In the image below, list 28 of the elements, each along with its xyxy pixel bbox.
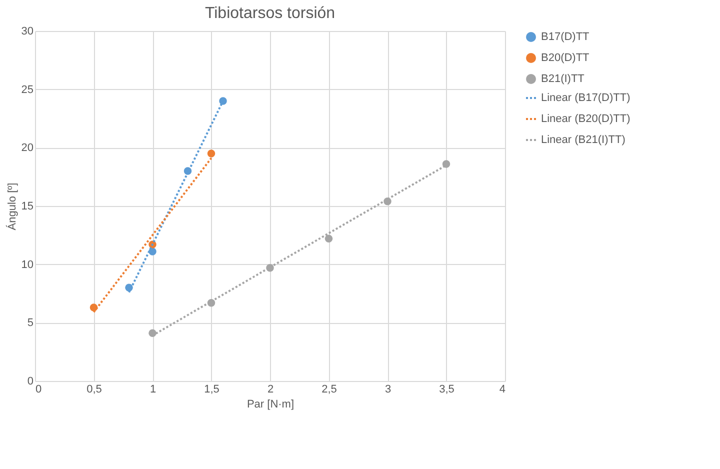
chart-title: Tibiotarsos torsión [204,5,336,22]
legend-label: B20(D)TT [541,52,590,64]
x-tick-label: 1 [150,384,156,396]
point [324,234,333,243]
x-tick-label: 3,5 [439,384,454,396]
x-tick-label: 2 [267,384,274,396]
y-tick-label: 0 [27,376,34,388]
x-tick-label: 2,5 [322,384,337,396]
legend-label: Linear (B20(D)TT) [541,113,630,125]
y-tick-label: 10 [21,258,34,271]
x-tick-label: 4 [499,384,506,396]
legend-label: Linear (B21(I)TT) [541,134,626,146]
legend-label: B21(I)TT [541,73,585,85]
y-tick-label: 20 [21,142,34,154]
y-tick-label: 5 [27,317,34,330]
legend-label: B17(D)TT [541,31,590,43]
x-tick-label: 0,5 [86,384,102,396]
x-tick-label: 3 [384,384,392,396]
y-tick-label: 30 [21,26,34,38]
legend-label: Linear (B17(D)TT) [541,92,630,104]
y-tick-label: 25 [21,84,34,96]
x-tick-label: 0 [36,384,42,396]
x-tick-label: 1,5 [204,384,220,396]
x-axis-title: Par [N·m] [246,398,294,410]
point [442,160,450,168]
y-tick-label: 15 [21,200,34,212]
y-axis-title: Ángulo [º] [5,182,18,230]
point [207,150,216,158]
